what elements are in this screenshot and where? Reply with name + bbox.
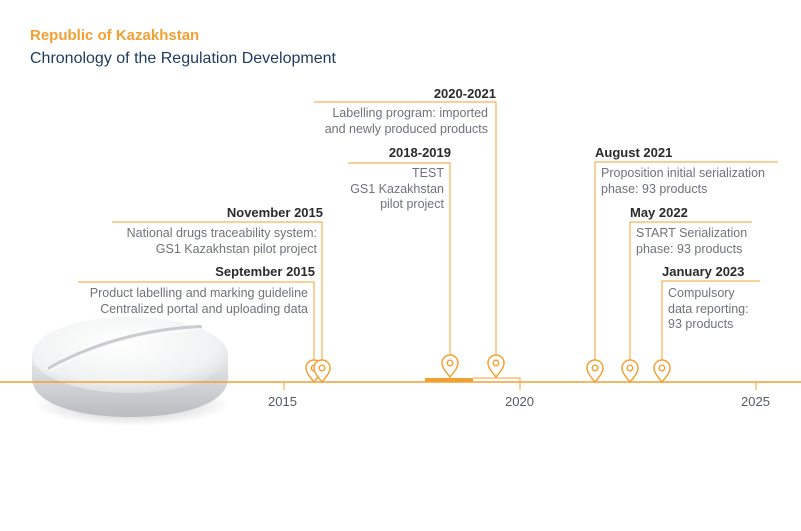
event-description: START Serialization phase: 93 products bbox=[636, 226, 747, 257]
event-line: GS1 Kazakhstan bbox=[350, 181, 444, 196]
event-line: GS1 Kazakhstan pilot project bbox=[155, 241, 317, 256]
connector-may-2022 bbox=[629, 221, 752, 360]
event-title: 2020-2021 bbox=[433, 86, 496, 101]
event-line: Product labelling and marking guideline bbox=[89, 286, 308, 300]
event-title: August 2021 bbox=[595, 145, 673, 160]
event-line: phase: 93 products bbox=[601, 181, 708, 196]
event-description: National drugs traceability system: GS1 … bbox=[127, 226, 317, 257]
event-title: January 2023 bbox=[662, 264, 745, 279]
event-line: Compulsory bbox=[668, 286, 735, 300]
connector-2020-2021 bbox=[314, 101, 497, 355]
event-line: data reporting: bbox=[668, 301, 749, 316]
event-description: Compulsory data reporting: 93 products bbox=[668, 286, 749, 333]
event-line: 93 products bbox=[668, 317, 734, 331]
period-bar-2018-2019 bbox=[425, 378, 473, 382]
country-title: Republic of Kazakhstan bbox=[30, 27, 200, 44]
event-line: National drugs traceability system: bbox=[126, 226, 317, 240]
location-pin-icon bbox=[313, 359, 331, 384]
location-pin-icon bbox=[586, 359, 604, 384]
location-pin-icon bbox=[441, 354, 459, 379]
year-label: 2025 bbox=[741, 394, 770, 409]
event-title: 2018-2019 bbox=[388, 145, 451, 160]
location-pin-icon bbox=[621, 359, 639, 384]
page-subtitle: Chronology of the Regulation Development bbox=[30, 50, 336, 67]
event-line: Labelling program: imported bbox=[332, 106, 488, 120]
year-label: 2015 bbox=[268, 394, 297, 409]
event-description: Product labelling and marking guideline … bbox=[90, 286, 308, 317]
location-pin-icon bbox=[487, 354, 505, 379]
connector-nov-2015 bbox=[112, 221, 323, 360]
pill-illustration bbox=[20, 300, 240, 430]
connector-aug-2021 bbox=[594, 161, 778, 360]
event-title: May 2022 bbox=[630, 205, 688, 220]
event-line: Proposition initial serialization bbox=[601, 166, 765, 180]
connector-2018-2019 bbox=[348, 162, 451, 355]
event-line: TEST bbox=[412, 166, 444, 180]
event-description: TEST GS1 Kazakhstan pilot project bbox=[350, 166, 444, 213]
event-title: November 2015 bbox=[226, 205, 323, 220]
year-label: 2020 bbox=[505, 394, 534, 409]
connector-sep-2015 bbox=[78, 281, 315, 360]
event-line: START Serialization bbox=[636, 226, 748, 240]
event-title: September 2015 bbox=[215, 264, 315, 279]
event-description: Proposition initial serialization phase:… bbox=[601, 166, 765, 197]
location-pin-icon bbox=[653, 359, 671, 384]
event-description: Labelling program: imported and newly pr… bbox=[325, 106, 488, 137]
connector-jan-2023 bbox=[661, 280, 760, 360]
period-bracket-2020-2021 bbox=[473, 377, 521, 382]
event-line: pilot project bbox=[380, 197, 444, 211]
event-line: phase: 93 products bbox=[636, 241, 743, 256]
event-line: and newly produced products bbox=[324, 121, 488, 136]
event-line: Centralized portal and uploading data bbox=[100, 301, 308, 316]
